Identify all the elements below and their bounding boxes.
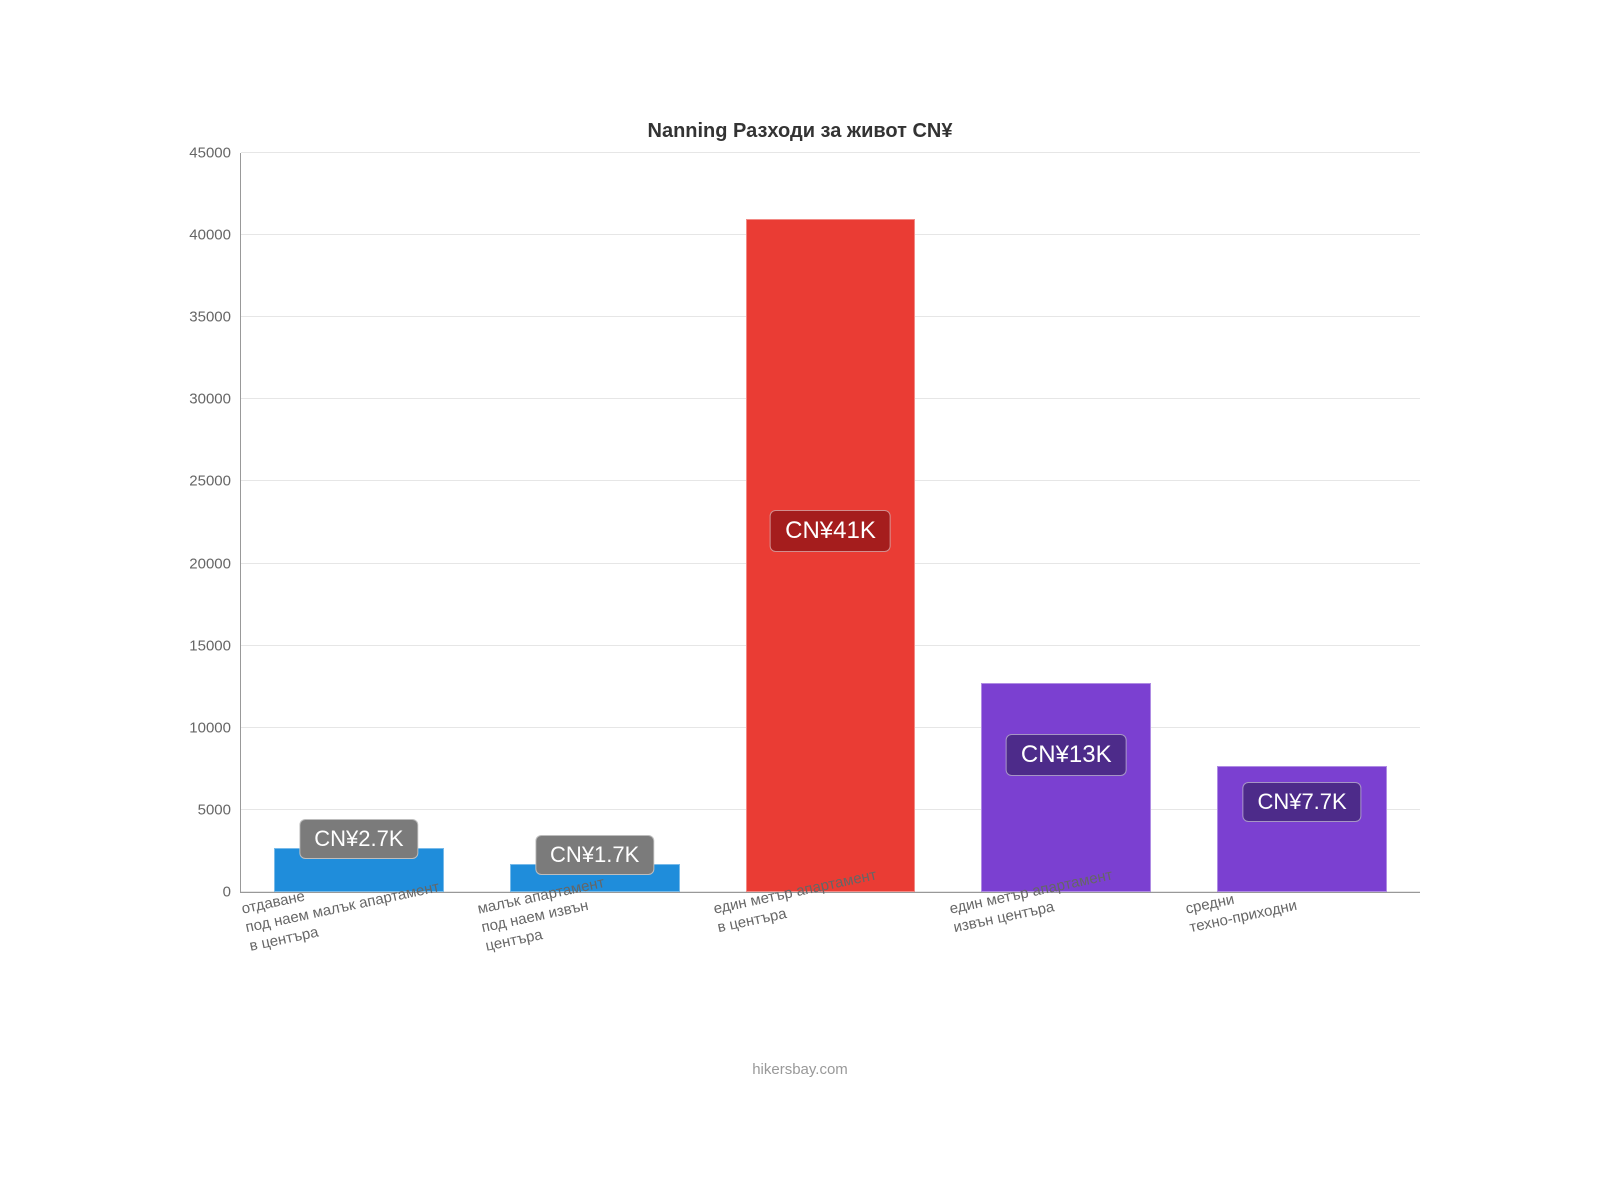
y-tick-label: 30000 (189, 391, 231, 408)
bar-slot: CN¥1.7K (477, 153, 713, 892)
bar-value-label: CN¥41K (770, 510, 891, 552)
chart-title: Nanning Разходи за живот CN¥ (170, 120, 1430, 143)
y-tick-label: 35000 (189, 309, 231, 326)
bar-slot: CN¥2.7K (241, 153, 477, 892)
bar-slot: CN¥41K (713, 153, 949, 892)
bar-slot: CN¥13K (948, 153, 1184, 892)
x-label-slot: отдаване под наем малък апартамент в цен… (240, 901, 476, 991)
x-label-slot: средни техно-приходни (1184, 901, 1420, 991)
x-label-slot: един метър апартамент извън центъра (948, 901, 1184, 991)
x-label-slot: един метър апартамент в центъра (712, 901, 948, 991)
bar: CN¥41K (746, 219, 916, 892)
plot-area: 0500010000150002000025000300003500040000… (240, 153, 1420, 893)
y-tick-label: 40000 (189, 227, 231, 244)
bar-value-label: CN¥2.7K (299, 819, 418, 859)
y-tick-label: 20000 (189, 555, 231, 572)
bar-value-label: CN¥13K (1006, 734, 1127, 776)
bar-slot: CN¥7.7K (1184, 153, 1420, 892)
bars-container: CN¥2.7K CN¥1.7K CN¥41K CN¥13K CN¥7.7K (241, 153, 1420, 892)
bar: CN¥13K (981, 683, 1151, 892)
y-tick-label: 10000 (189, 719, 231, 736)
y-tick-label: 5000 (198, 801, 231, 818)
x-label-slot: малък апартамент под наем извън центъра (476, 901, 712, 991)
y-tick-label: 45000 (189, 145, 231, 162)
x-axis-labels: отдаване под наем малък апартамент в цен… (240, 901, 1420, 991)
y-tick-label: 15000 (189, 637, 231, 654)
y-tick-label: 25000 (189, 473, 231, 490)
bar-value-label: CN¥7.7K (1242, 782, 1361, 822)
chart-footer: hikersbay.com (170, 1061, 1430, 1078)
y-tick-label: 0 (223, 884, 231, 901)
bar-value-label: CN¥1.7K (535, 835, 654, 875)
cost-of-living-bar-chart: Nanning Разходи за живот CN¥ 05000100001… (170, 120, 1430, 1080)
bar: CN¥7.7K (1217, 766, 1387, 892)
